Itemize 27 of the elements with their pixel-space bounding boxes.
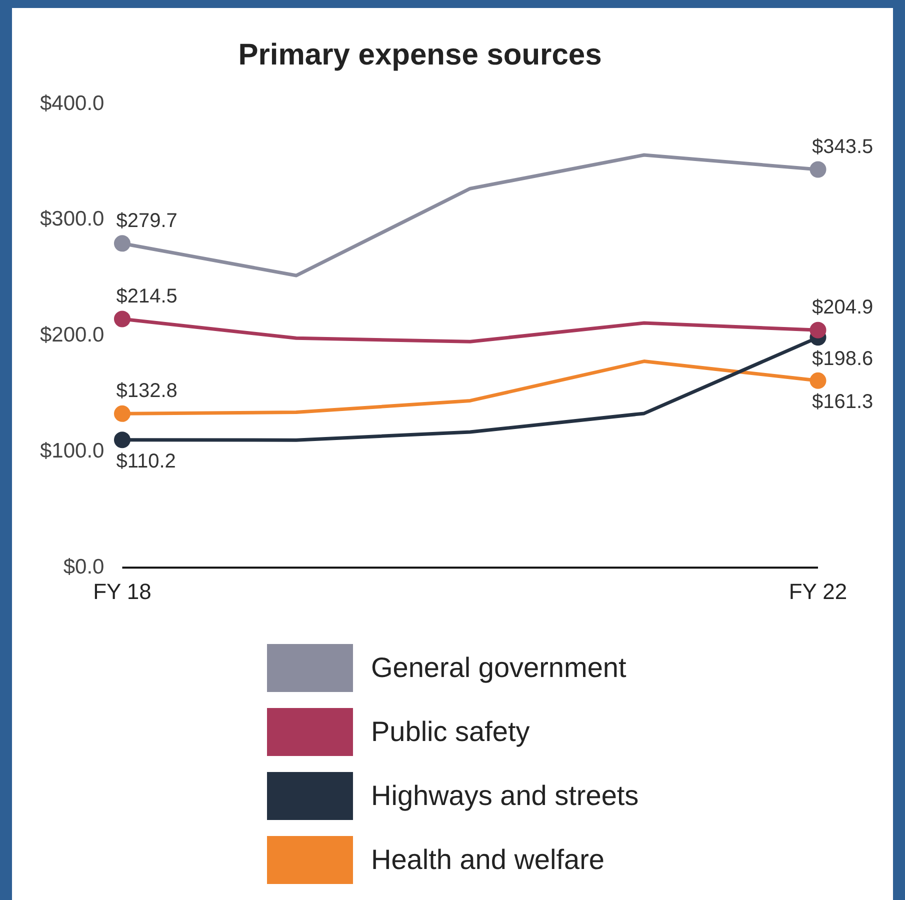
data-label: $132.8 bbox=[116, 380, 178, 402]
point bbox=[114, 432, 130, 448]
y-tick-label: $200.0 bbox=[40, 324, 104, 347]
point bbox=[810, 161, 826, 178]
data-label: $198.6 bbox=[812, 348, 874, 370]
y-tick-label: $0.0 bbox=[63, 555, 104, 578]
point bbox=[810, 322, 826, 338]
legend-label: Public safety bbox=[371, 716, 530, 748]
point bbox=[114, 405, 130, 422]
data-label: $343.5 bbox=[812, 136, 874, 158]
data-label: $279.7 bbox=[116, 210, 178, 232]
x-tick-label: FY 18 bbox=[93, 578, 152, 604]
point bbox=[114, 310, 130, 328]
y-tick-label: $100.0 bbox=[40, 439, 104, 462]
data-label: $204.9 bbox=[812, 296, 874, 319]
point bbox=[810, 372, 826, 389]
point bbox=[114, 235, 130, 252]
legend-label: Highways and streets bbox=[371, 780, 639, 812]
data-label: $161.3 bbox=[812, 391, 874, 414]
legend-label: Health and welfare bbox=[371, 844, 604, 876]
legend-label: General government bbox=[371, 652, 626, 684]
y-tick-label: $400.0 bbox=[40, 92, 104, 115]
x-tick-label: FY 22 bbox=[788, 578, 848, 604]
y-tick-label: $300.0 bbox=[40, 208, 104, 231]
data-label: $110.2 bbox=[116, 450, 176, 472]
chart-title: Primary expense sources bbox=[238, 38, 602, 72]
data-label: $214.5 bbox=[116, 286, 178, 308]
